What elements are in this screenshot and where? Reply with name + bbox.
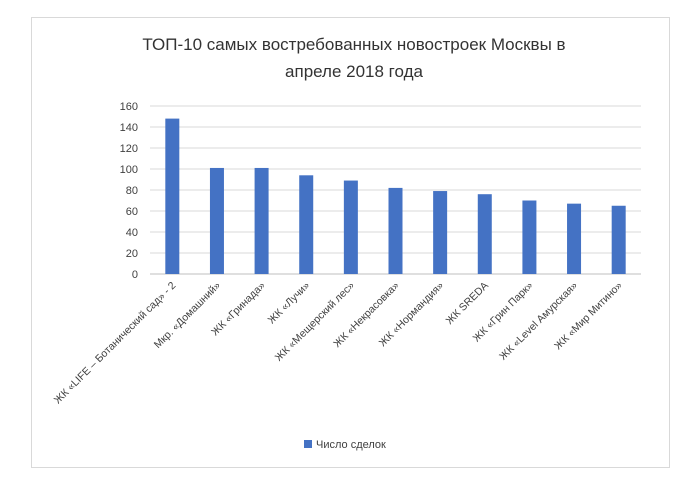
legend: Число сделок xyxy=(304,439,386,451)
bar xyxy=(299,175,314,274)
bar xyxy=(343,180,358,274)
bar xyxy=(611,205,626,274)
chart-title-line-1: ТОП-10 самых востребованных новостроек М… xyxy=(142,35,565,54)
chart-title: ТОП-10 самых востребованных новостроек М… xyxy=(142,35,565,81)
y-tick-label: 100 xyxy=(120,164,138,176)
y-tick-label: 60 xyxy=(126,206,138,218)
bar xyxy=(522,200,537,274)
x-category-label: ЖК SREDA xyxy=(444,280,491,327)
y-tick-label: 80 xyxy=(126,185,138,197)
gridlines xyxy=(150,105,641,275)
bar xyxy=(254,167,269,274)
bar xyxy=(567,203,582,274)
bar xyxy=(165,118,180,274)
legend-label: Число сделок xyxy=(316,439,386,451)
y-tick-label: 20 xyxy=(126,248,138,260)
x-category-label: ЖК «Мещерский лес» xyxy=(273,280,357,364)
y-tick-label: 0 xyxy=(132,269,138,281)
bar xyxy=(433,191,448,274)
chart-title-line-2: апреле 2018 года xyxy=(285,62,423,81)
bar xyxy=(388,187,403,274)
bar xyxy=(477,194,492,274)
x-category-label: ЖК «Лучи» xyxy=(266,280,313,327)
bars xyxy=(165,118,626,274)
legend-swatch xyxy=(304,440,312,448)
y-axis-tick-labels: 0 20 40 60 80 100 120 140 160 xyxy=(120,101,138,281)
x-category-label: ЖК «Level Амурская» xyxy=(497,280,580,363)
y-tick-label: 40 xyxy=(126,227,138,239)
y-tick-label: 160 xyxy=(120,101,138,113)
y-tick-label: 140 xyxy=(120,122,138,134)
y-tick-label: 120 xyxy=(120,143,138,155)
bar xyxy=(209,167,224,274)
